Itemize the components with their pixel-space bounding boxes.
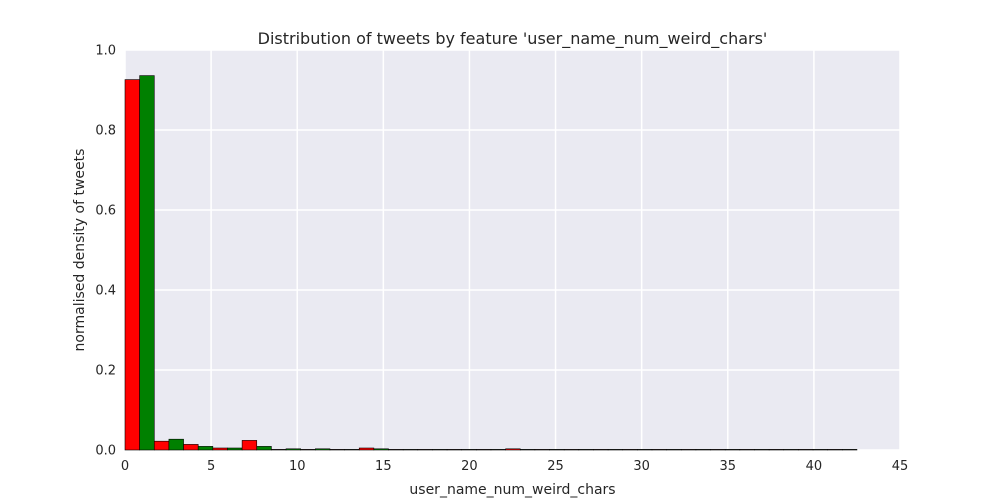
histogram-bar [578, 449, 594, 451]
bars [124, 75, 858, 451]
y-tick-labels: 0.0 0.2 0.4 0.6 0.8 1.0 [95, 44, 116, 459]
histogram-bar [212, 447, 228, 451]
histogram-bar [666, 449, 682, 451]
histogram-bar [549, 449, 565, 451]
histogram-bar [344, 449, 360, 451]
histogram-bar [519, 449, 536, 451]
y-axis-title: normalised density of tweets [72, 149, 88, 352]
histogram-bar [446, 449, 462, 451]
histogram-bar [271, 449, 287, 451]
x-tick-label: 20 [461, 459, 478, 474]
chart-title: Distribution of tweets by feature 'user_… [258, 29, 768, 49]
x-tick-label: 5 [207, 459, 215, 474]
histogram-bar [124, 79, 140, 451]
histogram-bar [534, 449, 550, 451]
histogram-bar [329, 449, 345, 451]
x-tick-labels: 0 5 10 15 20 25 30 35 40 45 [121, 459, 908, 474]
x-tick-label: 45 [892, 459, 909, 474]
histogram-bar [373, 448, 389, 451]
histogram-bar [739, 449, 755, 451]
histogram-bar [285, 448, 301, 451]
x-tick-label: 0 [121, 459, 129, 474]
x-tick-label: 30 [633, 459, 650, 474]
x-tick-label: 15 [375, 459, 392, 474]
histogram-bar [461, 449, 477, 451]
x-tick-label: 10 [289, 459, 306, 474]
histogram-bar [241, 440, 258, 451]
histogram-bar [197, 446, 214, 451]
histogram-bar [593, 449, 609, 451]
histogram-bar [680, 449, 697, 451]
histogram-bar [812, 449, 828, 451]
histogram-bar [227, 447, 243, 451]
histogram-bar [256, 446, 272, 451]
histogram-bar [476, 449, 492, 451]
histogram-bar [637, 449, 653, 451]
histogram-bar [505, 448, 521, 451]
y-tick-label: 1.0 [95, 44, 116, 59]
histogram-bar [315, 448, 331, 451]
y-tick-label: 0.6 [95, 204, 116, 219]
histogram-bar [168, 438, 184, 451]
histogram-bar [402, 449, 419, 451]
histogram-bar [798, 449, 814, 451]
histogram-bar [417, 449, 433, 451]
histogram-bar [183, 444, 199, 451]
histogram-bar [432, 449, 448, 451]
y-tick-label: 0.8 [95, 124, 116, 139]
histogram-bar [842, 449, 858, 451]
histogram-bar [139, 75, 155, 451]
histogram-bar [710, 449, 726, 451]
histogram-bar [622, 449, 638, 451]
histogram-bar [695, 449, 711, 451]
histogram-bar [490, 449, 506, 451]
y-tick-label: 0.4 [95, 284, 116, 299]
x-axis-title: user_name_num_weird_chars [409, 482, 615, 498]
histogram-bar [754, 449, 770, 451]
histogram-bar [388, 449, 404, 451]
histogram-bar [607, 449, 624, 451]
histogram-bar [724, 449, 741, 451]
histogram-bar [358, 447, 375, 451]
histogram-bar [651, 449, 667, 451]
x-tick-label: 35 [720, 459, 737, 474]
histogram-bar [783, 449, 799, 451]
y-tick-label: 0.0 [95, 444, 116, 459]
histogram-bar [300, 449, 316, 451]
x-tick-label: 25 [547, 459, 564, 474]
plot-area [125, 50, 900, 450]
histogram-bar [768, 449, 785, 451]
histogram-bar [827, 449, 843, 451]
histogram-bar [153, 440, 170, 451]
histogram-bar [563, 449, 580, 451]
y-tick-label: 0.2 [95, 364, 116, 379]
x-tick-label: 40 [806, 459, 823, 474]
